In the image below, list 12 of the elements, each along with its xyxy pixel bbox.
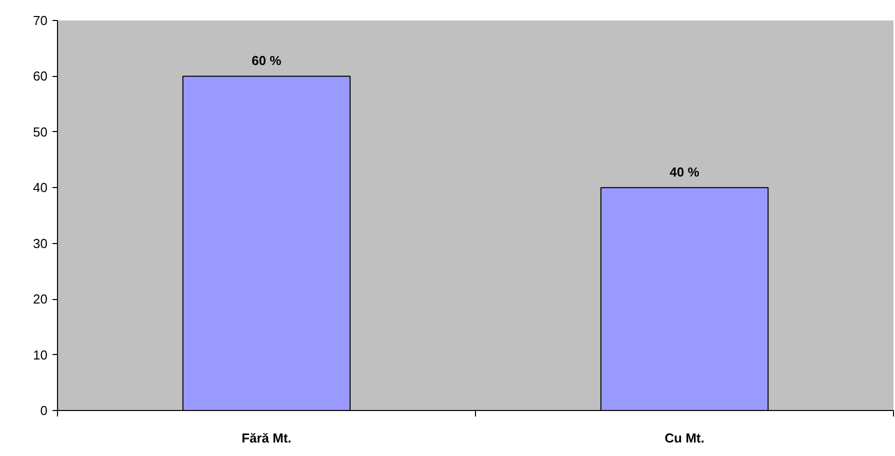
y-tick-label: 20 [33, 292, 48, 307]
x-tick-label: Fără Mt. [242, 430, 292, 446]
y-tick-label: 70 [33, 13, 48, 28]
y-tick-label: 60 [33, 68, 48, 84]
data-label: 60 % [252, 53, 282, 68]
y-tick-label: 30 [33, 236, 48, 251]
y-tick-label: 40 [33, 180, 48, 196]
x-tick-label: Cu Mt. [664, 430, 704, 446]
y-tick-label: 50 [33, 124, 48, 140]
y-tick-label: 10 [33, 347, 48, 362]
data-label: 40 % [670, 164, 700, 180]
y-tick-label: 0 [40, 403, 48, 418]
